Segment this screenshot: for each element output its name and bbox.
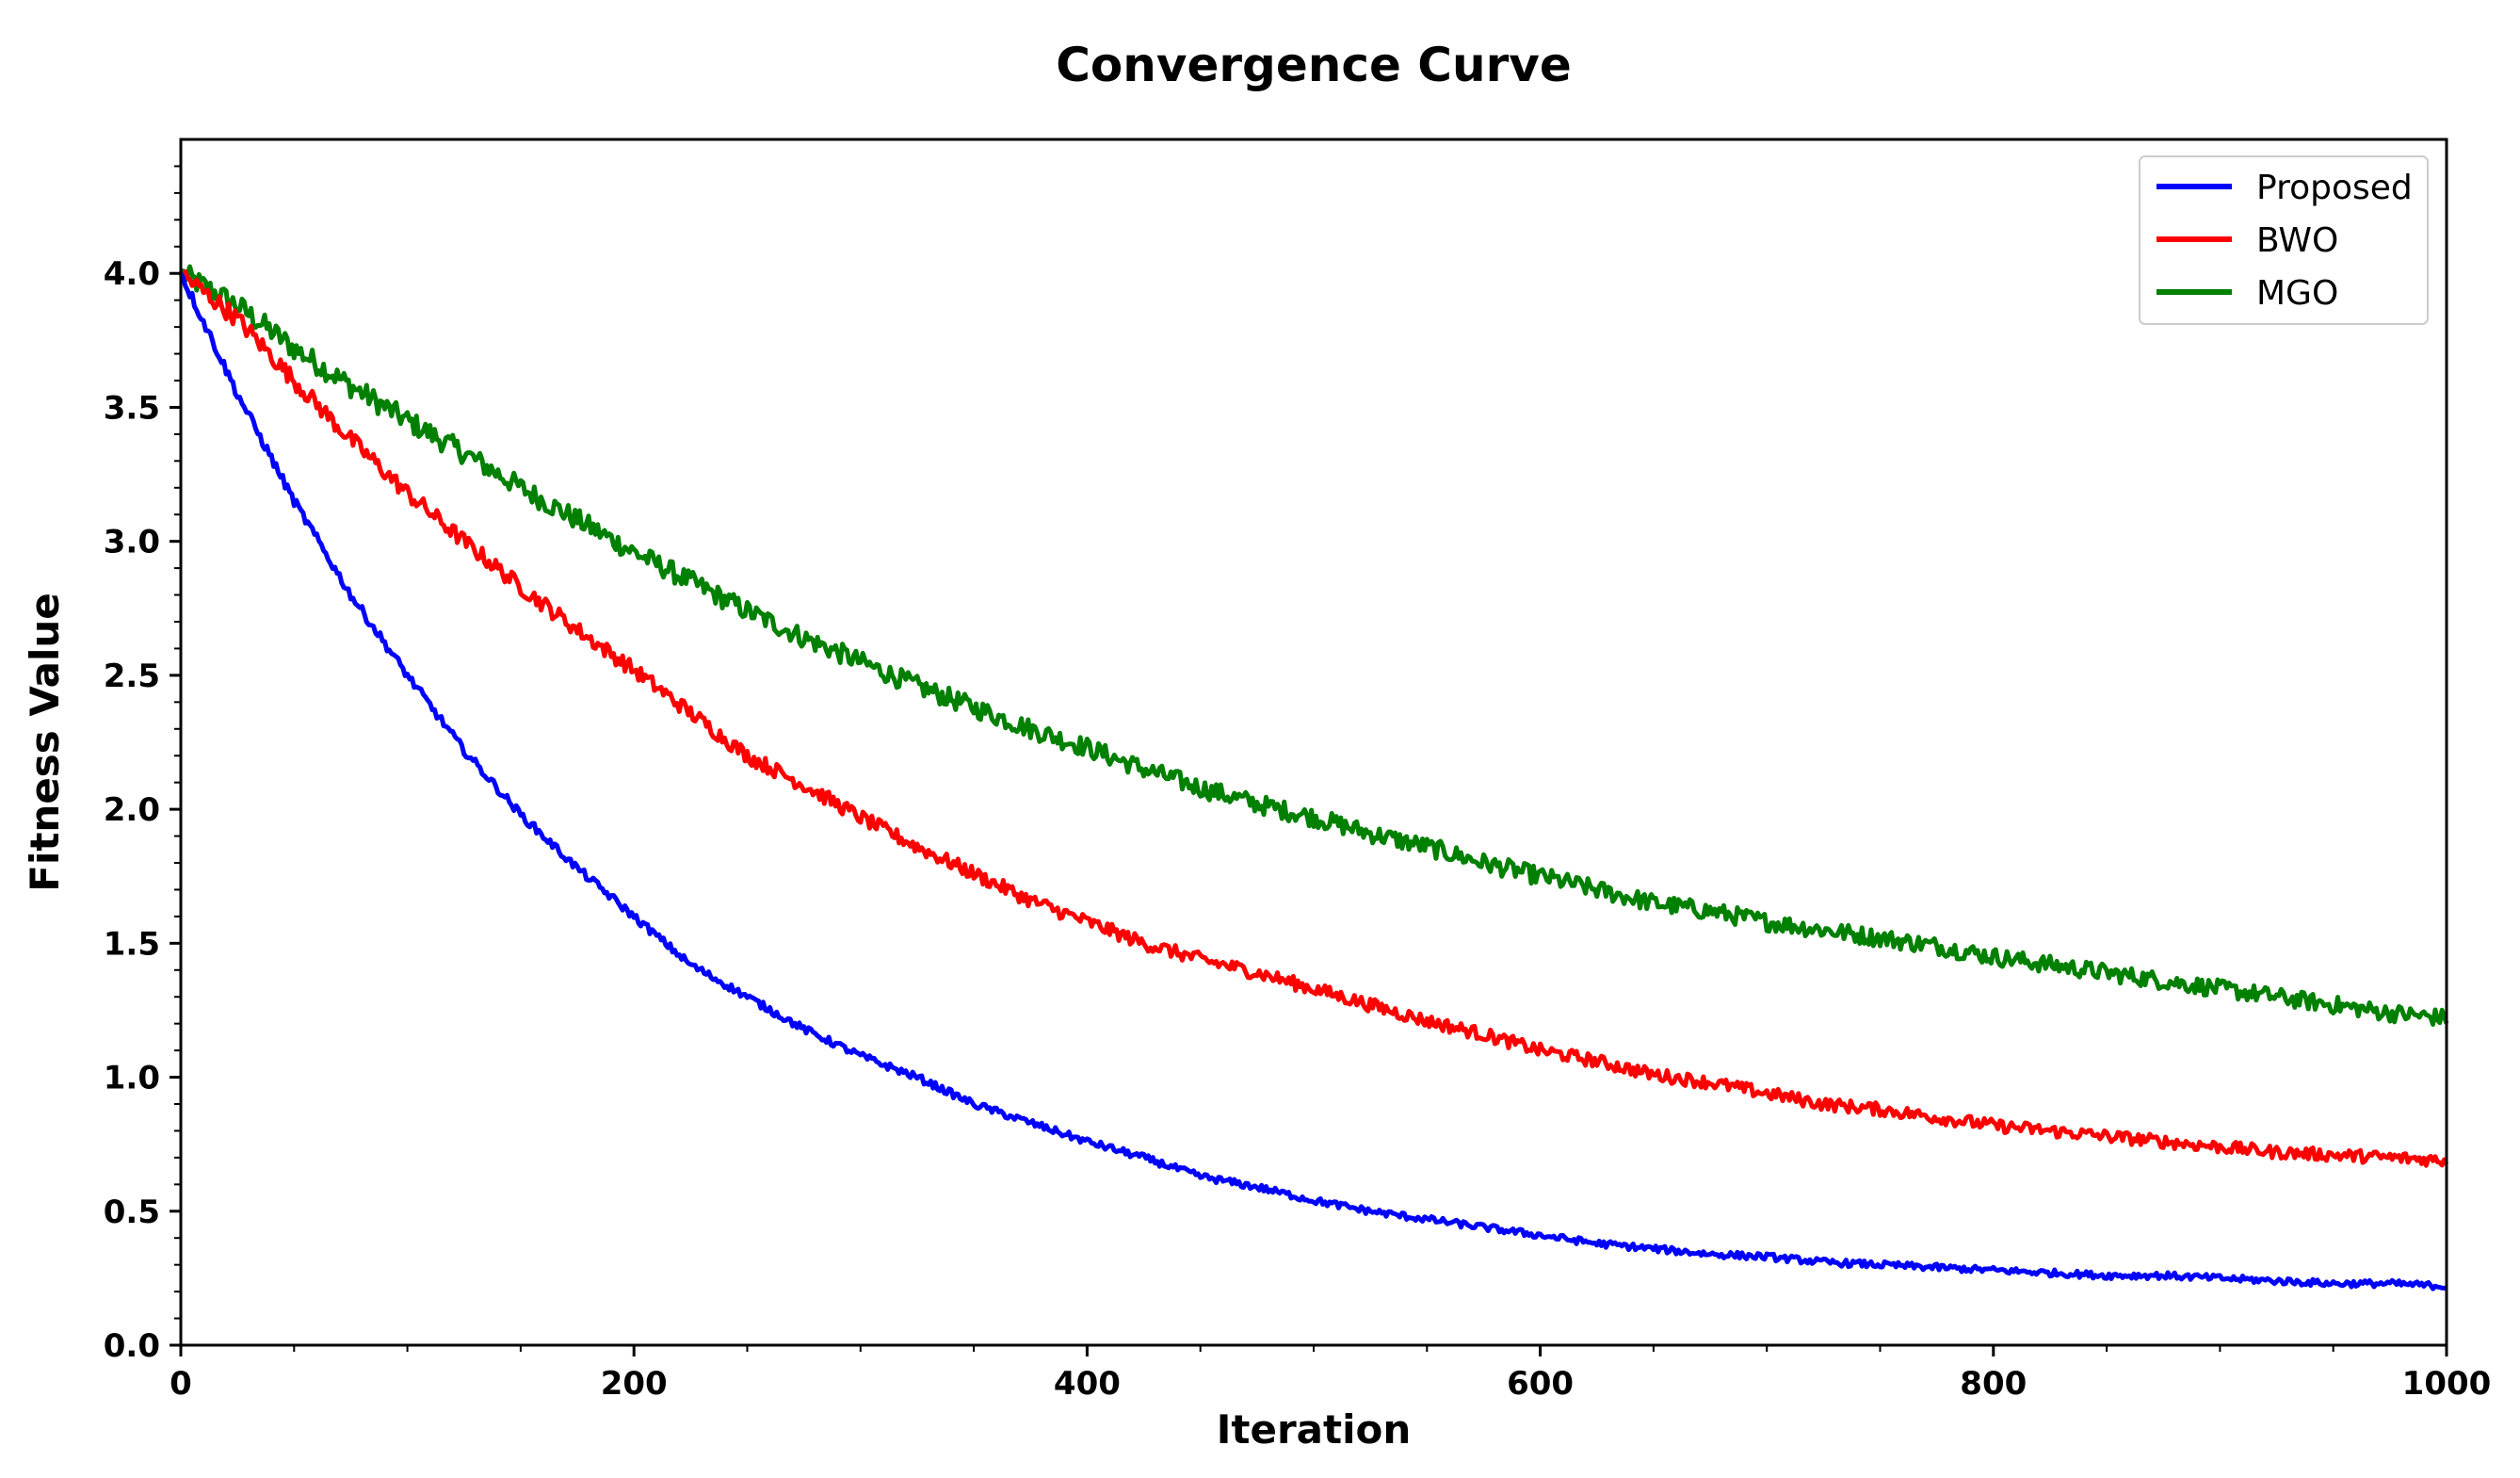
series-line-bwo — [178, 268, 2449, 1168]
y-tick-label: 0.0 — [104, 1327, 160, 1365]
y-tick-label: 2.0 — [104, 791, 160, 829]
legend-box — [2139, 155, 2429, 325]
x-tick-label: 200 — [601, 1365, 668, 1403]
y-tick-label: 0.5 — [104, 1194, 160, 1231]
plot-frame — [179, 138, 2448, 1347]
x-tick-label: 600 — [1507, 1365, 1574, 1403]
x-tick-label: 800 — [1960, 1365, 2027, 1403]
y-tick-label: 2.5 — [104, 658, 160, 695]
series-line-proposed — [178, 272, 2447, 1291]
x-tick-label: 1000 — [2402, 1365, 2492, 1403]
series-line-mgo — [179, 264, 2449, 1027]
x-axis-label: Iteration — [1217, 1406, 1411, 1453]
y-tick-label: 3.0 — [104, 524, 160, 561]
y-axis-label: Fitness Value — [22, 593, 68, 892]
x-tick-label: 400 — [1054, 1365, 1121, 1403]
y-tick-label: 3.5 — [104, 389, 160, 427]
y-tick-label: 1.0 — [104, 1060, 160, 1097]
x-tick-label: 0 — [170, 1365, 192, 1403]
legend-label-proposed: Proposed — [2256, 169, 2413, 207]
chart-title: Convergence Curve — [1056, 38, 1572, 92]
y-tick-label: 1.5 — [104, 925, 160, 963]
legend-label-bwo: BWO — [2256, 221, 2338, 260]
legend-label-mgo: MGO — [2256, 274, 2338, 313]
legend: Proposed BWO MGO — [2139, 155, 2429, 325]
y-tick-label: 4.0 — [104, 255, 160, 293]
